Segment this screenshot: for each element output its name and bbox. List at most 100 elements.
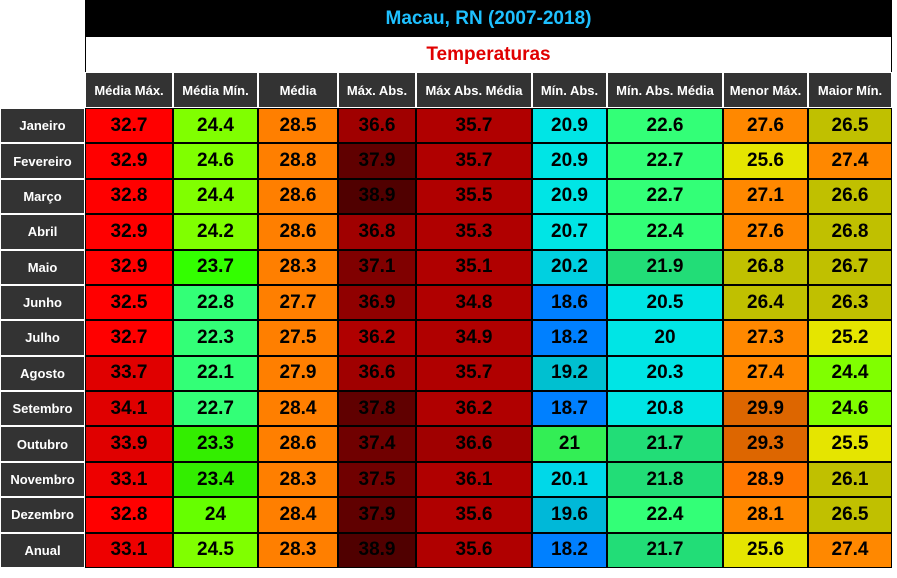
value-cell: 35.7 [416, 143, 532, 179]
value-cell: 26.5 [808, 108, 892, 144]
value-cell: 24.5 [173, 532, 258, 568]
value-cell: 22.7 [607, 143, 723, 179]
value-cell: 20.2 [532, 249, 607, 285]
value-cell: 28.9 [723, 461, 808, 498]
value-cell: 23.4 [173, 461, 258, 498]
row-label: Novembro [0, 461, 85, 498]
value-cell: 18.6 [532, 284, 607, 321]
value-cell: 29.3 [723, 426, 808, 462]
row-label: Setembro [0, 391, 85, 427]
column-header: Média [258, 72, 338, 108]
value-cell: 25.6 [723, 143, 808, 179]
row-label: Junho [0, 284, 85, 321]
value-cell: 34.8 [416, 284, 532, 321]
value-cell: 27.1 [723, 178, 808, 215]
value-cell: 36.2 [338, 320, 416, 356]
value-cell: 21.9 [607, 249, 723, 285]
value-cell: 21.7 [607, 532, 723, 568]
value-cell: 29.9 [723, 391, 808, 427]
value-cell: 24.4 [173, 108, 258, 144]
column-header: Mín. Abs. [532, 72, 607, 108]
value-cell: 36.6 [416, 426, 532, 462]
value-cell: 22.3 [173, 320, 258, 356]
value-cell: 28.6 [258, 426, 338, 462]
value-cell: 36.6 [338, 355, 416, 392]
value-cell: 37.1 [338, 249, 416, 285]
value-cell: 27.4 [723, 355, 808, 392]
value-cell: 33.9 [85, 426, 173, 462]
column-header: Mín. Abs. Média [607, 72, 723, 108]
value-cell: 34.9 [416, 320, 532, 356]
value-cell: 32.7 [85, 320, 173, 356]
value-cell: 27.9 [258, 355, 338, 392]
value-cell: 28.3 [258, 532, 338, 568]
value-cell: 24.4 [173, 178, 258, 215]
value-cell: 37.8 [338, 391, 416, 427]
value-cell: 27.7 [258, 284, 338, 321]
value-cell: 27.4 [808, 532, 892, 568]
value-cell: 32.8 [85, 497, 173, 533]
row-label: Março [0, 178, 85, 215]
value-cell: 27.6 [723, 214, 808, 250]
value-cell: 32.9 [85, 143, 173, 179]
row-label: Fevereiro [0, 143, 85, 179]
value-cell: 35.1 [416, 249, 532, 285]
column-header: Máx Abs. Média [416, 72, 532, 108]
value-cell: 32.7 [85, 108, 173, 144]
value-cell: 18.2 [532, 532, 607, 568]
column-header: Média Mín. [173, 72, 258, 108]
value-cell: 33.7 [85, 355, 173, 392]
value-cell: 33.1 [85, 461, 173, 498]
value-cell: 22.8 [173, 284, 258, 321]
value-cell: 26.6 [808, 178, 892, 215]
value-cell: 37.9 [338, 143, 416, 179]
value-cell: 35.7 [416, 355, 532, 392]
value-cell: 28.4 [258, 391, 338, 427]
value-cell: 22.4 [607, 497, 723, 533]
value-cell: 21 [532, 426, 607, 462]
value-cell: 24.6 [173, 143, 258, 179]
value-cell: 20.7 [532, 214, 607, 250]
value-cell: 36.1 [416, 461, 532, 498]
value-cell: 21.7 [607, 426, 723, 462]
row-label: Abril [0, 214, 85, 250]
value-cell: 28.5 [258, 108, 338, 144]
row-label: Anual [0, 532, 85, 568]
row-label: Maio [0, 249, 85, 285]
value-cell: 18.7 [532, 391, 607, 427]
value-cell: 37.4 [338, 426, 416, 462]
value-cell: 24.4 [808, 355, 892, 392]
value-cell: 21.8 [607, 461, 723, 498]
value-cell: 28.3 [258, 461, 338, 498]
value-cell: 26.8 [808, 214, 892, 250]
value-cell: 38.9 [338, 532, 416, 568]
column-header: Média Máx. [85, 72, 173, 108]
value-cell: 27.3 [723, 320, 808, 356]
value-cell: 28.6 [258, 214, 338, 250]
value-cell: 26.4 [723, 284, 808, 321]
value-cell: 37.5 [338, 461, 416, 498]
value-cell: 18.2 [532, 320, 607, 356]
value-cell: 25.2 [808, 320, 892, 356]
value-cell: 27.5 [258, 320, 338, 356]
value-cell: 35.7 [416, 108, 532, 144]
value-cell: 23.3 [173, 426, 258, 462]
row-label: Julho [0, 320, 85, 356]
value-cell: 27.4 [808, 143, 892, 179]
row-label: Outubro [0, 426, 85, 462]
value-cell: 34.1 [85, 391, 173, 427]
value-cell: 24 [173, 497, 258, 533]
value-cell: 35.3 [416, 214, 532, 250]
column-header: Maior Mín. [808, 72, 892, 108]
value-cell: 22.1 [173, 355, 258, 392]
value-cell: 26.3 [808, 284, 892, 321]
value-cell: 35.5 [416, 178, 532, 215]
row-label: Janeiro [0, 108, 85, 144]
row-label: Dezembro [0, 497, 85, 533]
value-cell: 28.6 [258, 178, 338, 215]
value-cell: 22.7 [173, 391, 258, 427]
row-label: Agosto [0, 355, 85, 392]
value-cell: 35.6 [416, 532, 532, 568]
value-cell: 25.6 [723, 532, 808, 568]
